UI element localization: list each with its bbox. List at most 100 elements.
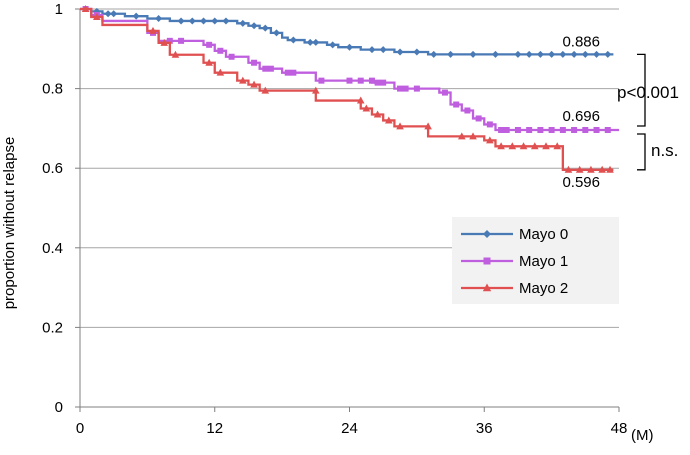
censor-mark (498, 126, 505, 133)
bracket-mayo1-mayo2 (637, 133, 646, 171)
censor-mark (536, 50, 544, 58)
censor-mark (379, 46, 387, 54)
censor-mark (606, 165, 614, 173)
censor-mark (206, 41, 213, 48)
series-mayo-2 (80, 5, 614, 173)
censor-mark (424, 122, 432, 130)
censor-mark (368, 46, 376, 54)
x-tick-label-2: 24 (341, 420, 358, 437)
censor-mark (200, 17, 208, 25)
axes (75, 8, 620, 412)
censor-mark (486, 136, 494, 144)
censor-mark (188, 17, 196, 25)
censor-mark (177, 17, 185, 25)
censor-mark (430, 50, 438, 58)
censor-mark (81, 5, 90, 12)
censor-mark (559, 50, 567, 58)
series-mayo-1 (80, 6, 619, 133)
censor-mark (526, 126, 533, 133)
censor-mark (239, 19, 247, 27)
censor-mark (575, 165, 584, 173)
pvalue-label: p<0.001 (617, 83, 679, 102)
censor-mark (205, 58, 213, 66)
censor-mark (318, 77, 325, 84)
censor-mark (251, 59, 258, 66)
censor-mark (312, 38, 320, 46)
censor-mark (593, 50, 601, 58)
censor-mark (261, 24, 269, 32)
censor-mark (564, 165, 573, 173)
censor-mark (273, 29, 281, 37)
censor-mark (171, 50, 180, 58)
x-tick-label-1: 12 (206, 420, 223, 437)
x-tick-label-0: 0 (76, 420, 84, 437)
censor-mark (250, 22, 258, 30)
censor-mark (396, 48, 404, 56)
censor-mark (132, 12, 140, 20)
censor-mark (216, 68, 225, 76)
significance-brackets: p<0.001 n.s. (617, 53, 679, 171)
censor-mark (514, 126, 521, 133)
censor-mark (457, 132, 466, 140)
series-group (80, 5, 619, 173)
censor-mark (497, 142, 505, 150)
legend-label-0: Mayo 0 (519, 226, 568, 243)
censor-mark (306, 38, 314, 46)
censor-mark (519, 142, 528, 150)
censor-mark (380, 79, 387, 86)
km-line-0 (80, 7, 614, 56)
censor-mark (217, 47, 224, 54)
y-tick-label-5: 1 (55, 1, 63, 18)
y-tick-label-3: 0.6 (42, 160, 63, 177)
censor-mark (548, 126, 555, 133)
censor-mark (110, 10, 118, 18)
censor-mark (93, 12, 101, 20)
censor-mark (514, 50, 522, 58)
censor-mark (469, 50, 477, 58)
censor-mark (160, 38, 169, 46)
legend-marker-0 (483, 230, 491, 238)
legend-marker-1 (483, 257, 491, 265)
end-labels: 0.886 0.696 0.596 (562, 33, 600, 190)
censor-mark (357, 77, 364, 84)
censor-mark (368, 77, 375, 84)
ns-label: n.s. (651, 141, 678, 160)
bracket-mayo0-mayo1 (637, 53, 646, 127)
censor-mark (290, 69, 297, 76)
censor-mark (178, 37, 185, 44)
censor-mark (530, 142, 539, 150)
censor-mark (537, 126, 544, 133)
censor-mark (149, 26, 157, 34)
censor-mark (228, 53, 235, 60)
censor-mark (267, 65, 274, 72)
legend: Mayo 0 Mayo 1 Mayo 2 (452, 217, 619, 304)
y-tick-label-4: 0.8 (42, 81, 63, 98)
censor-mark (542, 142, 550, 150)
censor-mark (239, 76, 247, 84)
censor-mark (104, 10, 112, 18)
censor-mark (397, 85, 404, 92)
censor-mark (503, 126, 510, 133)
km-line-1 (80, 7, 619, 132)
censor-mark (284, 69, 291, 76)
censor-mark (447, 50, 455, 58)
censor-mark (385, 116, 393, 124)
y-tick-label-2: 0.4 (42, 240, 63, 257)
end-label-0: 0.886 (562, 33, 600, 50)
y-tick-label-0: 0 (55, 399, 63, 416)
censor-mark (469, 132, 477, 140)
censor-mark (525, 50, 533, 58)
censor-mark (329, 41, 337, 49)
censor-mark (374, 79, 381, 86)
legend-label-2: Mayo 2 (519, 280, 568, 297)
end-label-2: 0.596 (562, 174, 600, 191)
end-label-1: 0.696 (562, 108, 600, 125)
censor-mark (559, 126, 566, 133)
censor-mark (491, 50, 499, 58)
censor-mark (346, 43, 353, 51)
censor-mark (396, 122, 404, 130)
censor-mark (211, 17, 219, 25)
y-axis-label: proportion without relapse (1, 137, 18, 310)
censor-mark (581, 50, 589, 58)
